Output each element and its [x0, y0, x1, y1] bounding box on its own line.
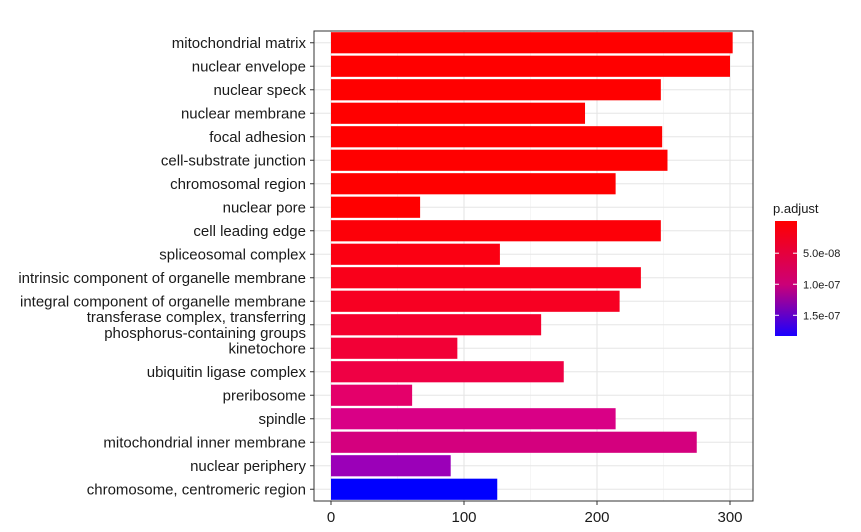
bar: [331, 220, 661, 242]
category-label: spliceosomal complex: [159, 246, 306, 263]
bars: [331, 32, 733, 500]
legend-tick-label: 1.0e-07: [803, 279, 840, 291]
legend-tick-label: 5.0e-08: [803, 248, 840, 260]
bar: [331, 102, 586, 124]
x-axis: 0 100 200 300: [327, 501, 743, 526]
category-label: intrinsic component of organelle membran…: [18, 270, 306, 287]
bar: [331, 431, 697, 453]
category-label: cell leading edge: [193, 223, 306, 240]
x-tick-label: 300: [717, 509, 742, 526]
category-label: cell-substrate junction: [161, 152, 306, 169]
bar: [331, 314, 542, 336]
x-tick-label: 100: [451, 509, 476, 526]
bar: [331, 337, 458, 359]
category-label: nuclear membrane: [181, 105, 306, 122]
panel-border: [313, 30, 754, 502]
category-label: preribosome: [223, 387, 306, 404]
category-label: nuclear envelope: [192, 58, 306, 75]
x-tick-label: 0: [327, 509, 335, 526]
bar: [331, 455, 451, 477]
category-label: ubiquitin ligase complex: [147, 364, 307, 381]
x-tick-label: 200: [584, 509, 609, 526]
bar: [331, 55, 730, 77]
category-label: spindle: [258, 411, 306, 428]
bar: [331, 478, 498, 500]
grid: [314, 31, 753, 501]
legend-title: p.adjust: [773, 201, 819, 216]
legend: p.adjust 5.0e-08 1.0e-07 1.5e-07: [773, 201, 840, 336]
bar: [331, 290, 620, 312]
category-label: nuclear periphery: [190, 458, 306, 475]
bar: [331, 126, 663, 148]
category-label: kinetochore: [228, 340, 306, 357]
bar: [331, 196, 421, 218]
bar: [331, 408, 616, 430]
category-label: mitochondrial matrix: [172, 35, 307, 52]
bar: [331, 243, 500, 265]
color-scale-bar: [775, 221, 797, 336]
category-labels: mitochondrial matrix nuclear envelope nucl…: [18, 35, 314, 498]
category-label: chromosome, centromeric region: [87, 481, 306, 498]
bar: [331, 32, 733, 54]
category-label: mitochondrial inner membrane: [103, 434, 306, 451]
category-label: transferase complex, transferring phospho…: [87, 309, 306, 342]
category-label: focal adhesion: [209, 129, 306, 146]
category-label: chromosomal region: [170, 176, 306, 193]
bar: [331, 267, 641, 289]
bar: [331, 384, 413, 406]
bar: [331, 361, 564, 383]
bar: [331, 149, 668, 171]
bar: [331, 173, 616, 195]
bar: [331, 79, 661, 101]
category-label: nuclear speck: [213, 82, 306, 99]
category-label: integral component of organelle membrane: [20, 293, 306, 310]
legend-tick-label: 1.5e-07: [803, 310, 840, 322]
category-label: nuclear pore: [223, 199, 306, 216]
